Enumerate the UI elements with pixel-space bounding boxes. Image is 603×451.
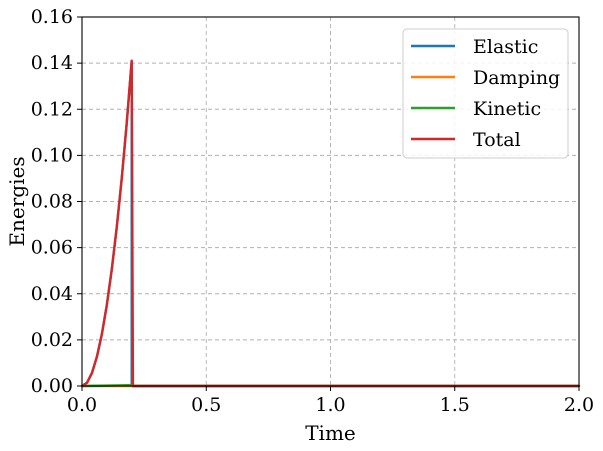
y-tick-label: 0.08 <box>31 191 73 213</box>
axis-ticks: 0.0 0.5 1.0 1.5 2.0 0.00 0.02 0.04 0.06 0.08 0.10 0… <box>31 6 594 416</box>
legend-box <box>402 28 569 159</box>
y-tick-label: 0.02 <box>31 329 73 351</box>
y-tick-label: 0.16 <box>31 6 73 28</box>
x-tick-label: 2.0 <box>564 394 594 416</box>
y-axis-label: Energies <box>5 156 29 246</box>
y-tick-label: 0.12 <box>31 98 73 120</box>
y-tick-label: 0.10 <box>31 144 73 166</box>
y-tick-label: 0.00 <box>31 375 73 397</box>
legend-label: Damping <box>473 67 560 89</box>
y-tick-label: 0.14 <box>31 52 73 74</box>
x-tick-label: 1.0 <box>315 394 345 416</box>
x-axis-label: Time <box>305 421 356 445</box>
legend-label: Total <box>473 129 521 151</box>
legend: Elastic Damping Kinetic Total <box>402 28 569 159</box>
legend-label: Elastic <box>473 36 538 58</box>
y-tick-label: 0.04 <box>31 283 73 305</box>
series-line-total <box>80 59 581 388</box>
y-tick-label: 0.06 <box>31 237 73 259</box>
x-tick-label: 0.5 <box>191 394 221 416</box>
legend-label: Kinetic <box>473 98 541 120</box>
x-tick-label: 1.5 <box>440 394 470 416</box>
x-tick-label: 0.0 <box>67 394 97 416</box>
